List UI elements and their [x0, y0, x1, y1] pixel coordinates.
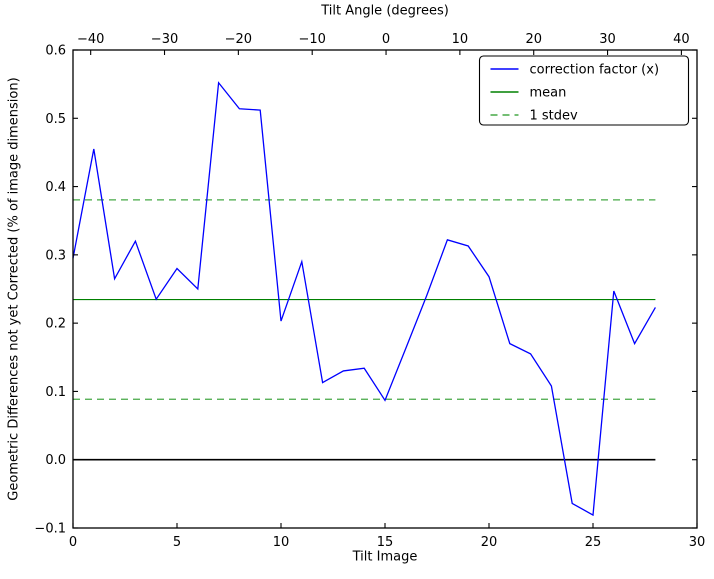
y-tick-label: 0.6	[45, 44, 66, 59]
legend-entry-2: 1 stdev	[490, 109, 579, 124]
x-axis-ticks: 0 5 10 15 20 25 30	[69, 523, 705, 550]
legend-label: correction factor (x)	[530, 63, 660, 78]
y-tick-label: 0.1	[45, 385, 66, 400]
top-tick-label: −10	[298, 32, 325, 47]
y-tick-label: 0.2	[45, 317, 66, 332]
top-tick-label: 10	[452, 32, 469, 47]
y-tick-label: −0.1	[34, 522, 66, 537]
x-tick-label: 30	[689, 535, 706, 550]
top-tick-label: 40	[673, 32, 690, 47]
y-tick-label: 0.5	[45, 112, 66, 127]
x-tick-label: 20	[481, 535, 498, 550]
top-tick-label: 20	[525, 32, 542, 47]
data-series-line	[72, 81, 656, 517]
top-tick-label: 30	[599, 32, 616, 47]
legend-label: 1 stdev	[530, 109, 579, 124]
y-tick-label: 0.3	[45, 248, 66, 263]
x-tick-label: 15	[377, 535, 394, 550]
x-axis-label: Tilt Image	[352, 549, 418, 565]
x-tick-label: 0	[69, 535, 77, 550]
reference-lines	[73, 199, 656, 461]
y-axis-ticks: 0.6 0.5 0.4 0.3 0.2 0.1 0.0 −0.1	[34, 44, 697, 537]
top-tick-label: −30	[151, 32, 178, 47]
x-tick-label: 25	[585, 535, 602, 550]
top-axis-label: Tilt Angle (degrees)	[321, 3, 449, 19]
legend: correction factor (x) mean 1 stdev	[478, 55, 690, 126]
top-tick-label: 0	[382, 32, 390, 47]
y-tick-label: 0.0	[45, 453, 66, 468]
legend-entry-0: correction factor (x)	[490, 63, 660, 78]
legend-entry-1: mean	[490, 86, 567, 101]
y-tick-label: 0.4	[45, 180, 66, 195]
legend-label: mean	[530, 86, 567, 101]
top-tick-label: −20	[225, 32, 252, 47]
legend-box	[478, 55, 690, 126]
x-tick-label: 5	[173, 535, 181, 550]
top-tick-label: −40	[77, 32, 104, 47]
top-axis-ticks: −40 −30 −20 −10 0 10 20 30 40	[77, 32, 690, 55]
x-tick-label: 10	[273, 535, 290, 550]
